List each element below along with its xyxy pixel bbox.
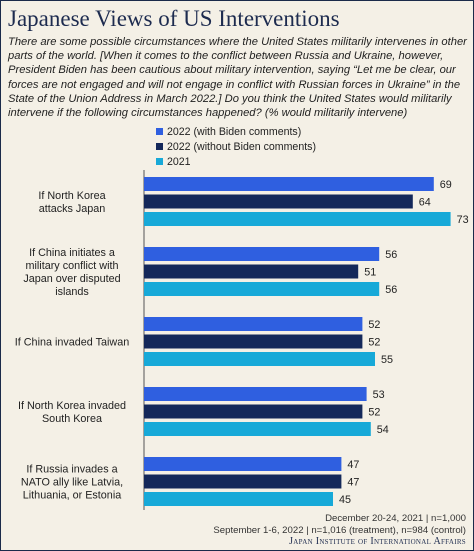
- data-label: 53: [373, 389, 385, 401]
- legend: 2022 (with Biden comments) 2022 (without…: [156, 124, 316, 169]
- data-label: 47: [347, 477, 359, 489]
- legend-swatch: [156, 128, 163, 135]
- legend-swatch: [156, 158, 163, 165]
- bar: [144, 194, 413, 209]
- data-label: 52: [368, 337, 380, 349]
- data-label: 52: [368, 407, 380, 419]
- bar: [144, 387, 367, 401]
- data-label: 55: [381, 354, 393, 366]
- category-label: If North Korea invaded South Korea: [18, 400, 126, 425]
- category-label: If China invaded Taiwan: [15, 337, 129, 349]
- footer-survey-2021: December 20-24, 2021 | n=1,000: [325, 513, 466, 524]
- bar: [144, 247, 380, 261]
- category-label: If China initiates a military conflict wi…: [23, 247, 120, 298]
- legend-item-2021: 2021: [156, 154, 316, 169]
- bar: [144, 282, 380, 296]
- legend-item-2022-without-biden: 2022 (without Biden comments): [156, 139, 316, 154]
- legend-label: 2021: [167, 155, 191, 168]
- bar: [144, 422, 371, 436]
- bar: [144, 317, 363, 331]
- chart-title: Japanese Views of US Interventions: [8, 6, 340, 31]
- category-label: If Russia invades a NATO ally like Latvia…: [21, 464, 123, 502]
- legend-label: 2022 (without Biden comments): [167, 140, 316, 153]
- legend-label: 2022 (with Biden comments): [167, 125, 302, 138]
- bar: [144, 492, 333, 506]
- data-label: 56: [385, 284, 397, 296]
- data-label: 73: [457, 214, 469, 226]
- data-label: 51: [364, 267, 376, 279]
- data-label: 52: [368, 319, 380, 331]
- bar: [144, 474, 342, 489]
- data-label: 56: [385, 249, 397, 261]
- legend-item-2022-with-biden: 2022 (with Biden comments): [156, 124, 316, 139]
- data-label: 64: [419, 197, 431, 209]
- bar: [144, 352, 375, 366]
- footer-survey-2022: September 1-6, 2022 | n=1,016 (treatment…: [213, 525, 466, 536]
- data-label: 47: [347, 459, 359, 471]
- bar: [144, 212, 451, 226]
- survey-question: There are some possible circumstances wh…: [8, 36, 467, 120]
- bar: [144, 177, 434, 191]
- bar: [144, 457, 342, 471]
- bar: [144, 404, 363, 419]
- category-label: If North Korea attacks Japan: [38, 190, 105, 215]
- data-label: 45: [339, 494, 351, 506]
- bar: [144, 334, 363, 349]
- data-label: 69: [440, 179, 452, 191]
- legend-swatch: [156, 143, 163, 150]
- data-label: 54: [377, 424, 389, 436]
- bar: [144, 264, 359, 279]
- footer-source: Japan Institute of International Affairs: [289, 536, 466, 547]
